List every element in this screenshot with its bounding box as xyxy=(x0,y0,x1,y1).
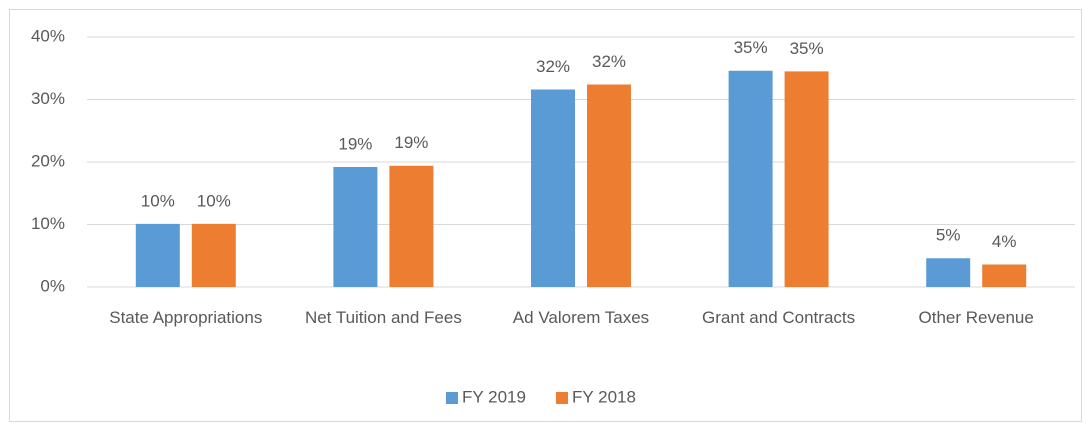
bar xyxy=(926,258,971,287)
x-tick-label: Net Tuition and Fees xyxy=(304,308,462,327)
y-tick-label: 20% xyxy=(31,151,65,170)
y-tick-label: 40% xyxy=(31,26,65,45)
data-label: 35% xyxy=(790,39,824,58)
bar xyxy=(784,71,829,287)
bar xyxy=(728,70,773,287)
bar xyxy=(982,264,1027,287)
y-tick-label: 10% xyxy=(31,214,65,233)
bar xyxy=(389,165,434,287)
legend-label: FY 2019 xyxy=(462,387,526,406)
data-label: 5% xyxy=(936,226,961,245)
legend-swatch xyxy=(446,392,458,404)
legend-label: FY 2018 xyxy=(572,387,636,406)
data-label: 19% xyxy=(394,133,428,152)
data-label: 10% xyxy=(141,191,175,210)
data-label: 19% xyxy=(338,134,372,153)
bar xyxy=(135,223,180,287)
y-tick-label: 0% xyxy=(40,276,65,295)
data-label: 4% xyxy=(992,232,1017,251)
bar xyxy=(333,167,378,287)
bar xyxy=(191,223,236,287)
bar xyxy=(531,89,575,287)
bar xyxy=(587,84,631,287)
x-tick-label: Other Revenue xyxy=(918,308,1034,327)
data-label: 32% xyxy=(592,52,626,71)
y-tick-label: 30% xyxy=(31,89,65,108)
legend-swatch xyxy=(556,392,568,404)
x-tick-label: State Appropriations xyxy=(109,308,263,327)
data-label: 32% xyxy=(536,57,570,76)
x-tick-label: Ad Valorem Taxes xyxy=(512,308,650,327)
x-tick-label: Grant and Contracts xyxy=(702,308,856,327)
data-label: 10% xyxy=(197,191,231,210)
data-label: 35% xyxy=(734,38,768,57)
